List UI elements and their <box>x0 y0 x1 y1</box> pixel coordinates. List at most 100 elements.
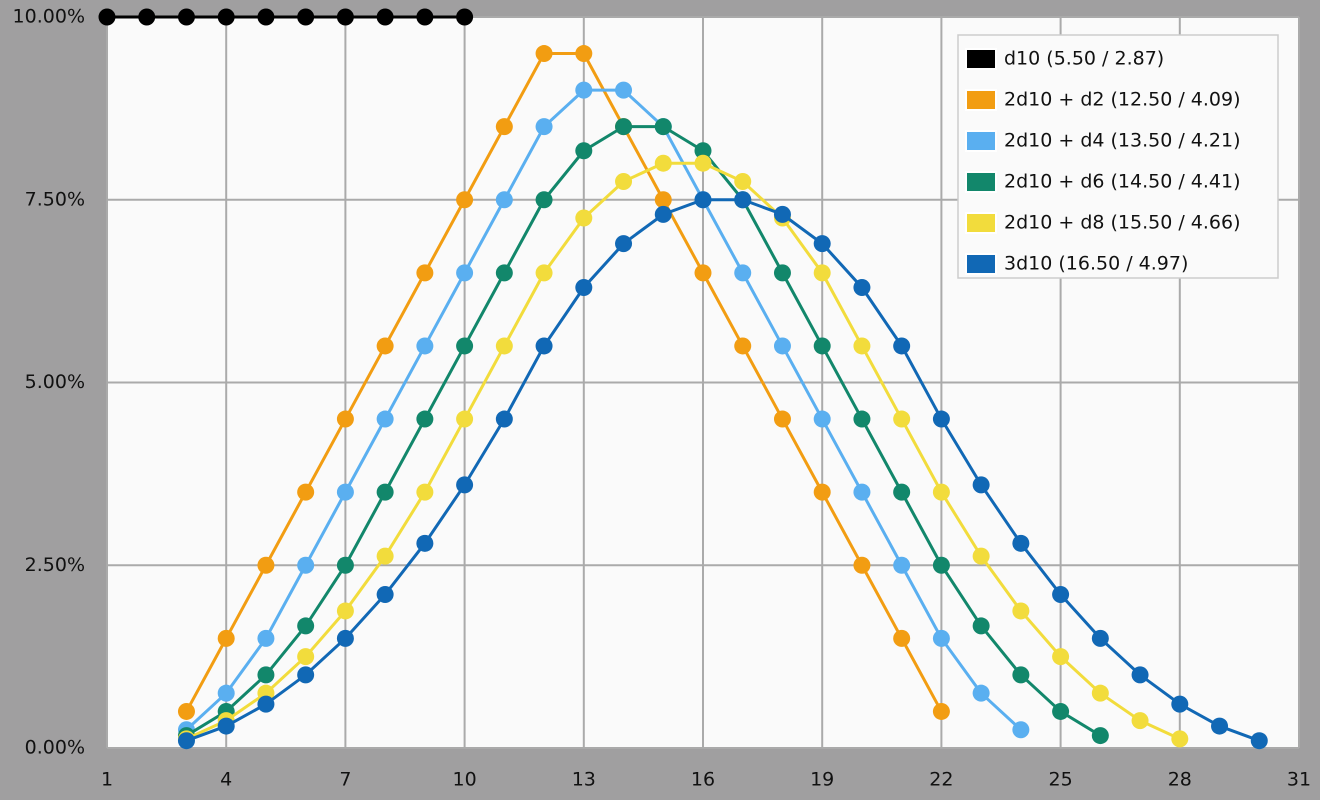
data-point <box>972 547 990 565</box>
x-tick-label: 25 <box>1049 769 1073 791</box>
data-point <box>932 483 950 501</box>
x-tick-label: 31 <box>1287 769 1311 791</box>
data-point <box>972 617 990 635</box>
data-point <box>535 337 553 355</box>
y-tick-label: 5.00% <box>25 371 85 393</box>
data-point <box>654 205 672 223</box>
legend-swatch <box>965 130 997 152</box>
data-point <box>495 191 513 209</box>
data-point <box>853 483 871 501</box>
data-point <box>217 684 235 702</box>
data-point <box>853 278 871 296</box>
data-point <box>893 337 911 355</box>
x-tick-label: 10 <box>453 769 477 791</box>
data-point <box>297 648 315 666</box>
data-point <box>336 556 354 574</box>
data-point <box>177 8 195 26</box>
data-point <box>376 8 394 26</box>
data-point <box>376 585 394 603</box>
data-point <box>376 410 394 428</box>
series-line <box>185 125 1102 737</box>
data-point <box>1012 602 1030 620</box>
data-point <box>456 191 474 209</box>
data-point <box>1171 695 1189 713</box>
data-point <box>336 483 354 501</box>
legend-label: 2d10 + d2 (12.50 / 4.09) <box>1004 89 1241 111</box>
data-point <box>1091 684 1109 702</box>
data-point <box>456 410 474 428</box>
data-point <box>495 337 513 355</box>
data-point <box>694 191 712 209</box>
legend-label: 2d10 + d4 (13.50 / 4.21) <box>1004 130 1241 152</box>
legend-label: 3d10 (16.50 / 4.97) <box>1004 253 1188 275</box>
data-point <box>734 172 752 190</box>
data-point <box>257 666 275 684</box>
data-point <box>257 8 275 26</box>
data-point <box>297 556 315 574</box>
data-point <box>1012 534 1030 552</box>
data-point <box>416 410 434 428</box>
data-point <box>853 556 871 574</box>
data-point <box>813 337 831 355</box>
data-point <box>615 172 633 190</box>
data-point <box>575 81 593 99</box>
data-point <box>972 476 990 494</box>
data-point <box>456 8 474 26</box>
data-point <box>416 264 434 282</box>
data-point <box>257 556 275 574</box>
data-point <box>336 629 354 647</box>
x-tick-label: 4 <box>220 769 232 791</box>
data-point <box>1091 727 1109 745</box>
data-point <box>575 45 593 63</box>
data-point <box>893 410 911 428</box>
series-line <box>185 198 1260 743</box>
data-point <box>535 264 553 282</box>
data-point <box>257 695 275 713</box>
data-point <box>972 684 990 702</box>
data-point <box>1012 666 1030 684</box>
data-point <box>257 629 275 647</box>
x-tick-label: 13 <box>572 769 596 791</box>
data-point <box>217 717 235 735</box>
legend-swatch <box>965 48 997 70</box>
legend-swatch <box>965 89 997 111</box>
data-point <box>853 337 871 355</box>
data-point <box>1131 666 1149 684</box>
data-point <box>1052 585 1070 603</box>
data-point <box>297 666 315 684</box>
series-line <box>185 52 943 713</box>
legend-swatch <box>965 212 997 234</box>
data-point <box>615 118 633 136</box>
data-point <box>177 702 195 720</box>
data-point <box>376 337 394 355</box>
data-point <box>297 617 315 635</box>
data-point <box>376 547 394 565</box>
data-point <box>336 410 354 428</box>
data-point <box>575 278 593 296</box>
data-point <box>694 264 712 282</box>
x-tick-label: 28 <box>1168 769 1192 791</box>
data-point <box>1131 712 1149 730</box>
data-point <box>694 142 712 160</box>
data-point <box>734 264 752 282</box>
data-point <box>932 629 950 647</box>
legend-swatch <box>965 253 997 275</box>
data-point <box>535 45 553 63</box>
data-point <box>813 264 831 282</box>
data-point <box>297 8 315 26</box>
data-point <box>1171 730 1189 748</box>
data-point <box>932 410 950 428</box>
data-point <box>1052 648 1070 666</box>
data-point <box>138 8 156 26</box>
data-point <box>495 410 513 428</box>
data-point <box>1012 721 1030 739</box>
data-point <box>98 8 116 26</box>
data-point <box>734 337 752 355</box>
data-point <box>376 483 394 501</box>
x-tick-label: 22 <box>929 769 953 791</box>
data-point <box>654 118 672 136</box>
data-point <box>535 191 553 209</box>
data-point <box>1091 629 1109 647</box>
data-point <box>932 556 950 574</box>
y-tick-label: 7.50% <box>25 188 85 210</box>
